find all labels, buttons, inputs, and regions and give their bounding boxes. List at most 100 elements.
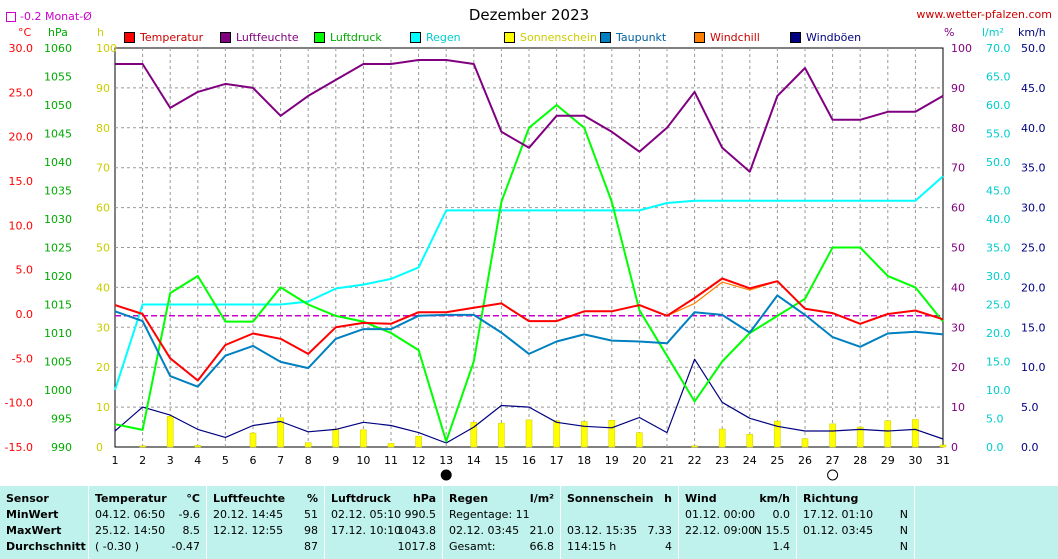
pressure-tick-label: 1020 bbox=[44, 270, 72, 283]
legend-swatch bbox=[314, 32, 325, 43]
rain-tick-label: 20.0 bbox=[986, 327, 1011, 340]
day-tick-label: 12 bbox=[412, 454, 426, 467]
stats-header: Luftfeuchte bbox=[213, 492, 286, 505]
series-line-regen bbox=[114, 175, 944, 391]
pressure-tick-label: 1040 bbox=[44, 156, 72, 169]
temperature-tick-label: -10.0 bbox=[5, 397, 33, 410]
website-link[interactable]: www.wetter-pfalzen.com bbox=[916, 8, 1052, 21]
new-moon-icon bbox=[440, 469, 452, 481]
pressure-tick-label: 1005 bbox=[44, 356, 72, 369]
stats-note: ( -0.30 ) bbox=[95, 540, 140, 553]
rain-unit: l/m² bbox=[982, 26, 1004, 39]
pressure-tick-label: 1055 bbox=[44, 71, 72, 84]
day-tick-label: 6 bbox=[250, 454, 257, 467]
stats-unit: l/m² bbox=[529, 492, 554, 505]
day-tick-label: 17 bbox=[550, 454, 564, 467]
pressure-tick-label: 995 bbox=[51, 413, 72, 426]
humidity-tick-label: 0 bbox=[951, 441, 958, 454]
stats-note: Gesamt: bbox=[449, 540, 496, 553]
day-tick-label: 2 bbox=[139, 454, 146, 467]
series-line-taupunkt bbox=[114, 294, 944, 388]
stats-value: 990.5 bbox=[404, 508, 437, 521]
stats-value: 7.33 bbox=[647, 524, 673, 537]
sunshine-bar bbox=[884, 420, 892, 448]
stats-col-sonnenschein: Sonnenschein h 03.12. 15:35 7.33 114:15 h 4 bbox=[560, 486, 678, 559]
temperature-unit: °C bbox=[18, 26, 32, 39]
day-tick-label: 20 bbox=[632, 454, 646, 467]
stats-header: Richtung bbox=[803, 492, 859, 505]
stats-value: N bbox=[899, 508, 908, 521]
legend-swatch bbox=[504, 32, 515, 43]
stats-unit: km/h bbox=[759, 492, 790, 505]
sunshine-bar bbox=[304, 442, 312, 448]
rain-tick-label: 30.0 bbox=[986, 270, 1011, 283]
stats-col-temperatur: Temperatur °C 04.12. 06:50 -9.6 25.12. 14:… bbox=[88, 486, 206, 559]
stats-col-luftdruck: Luftdruck hPa 02.12. 05:10 990.5 17.12. 10… bbox=[324, 486, 442, 559]
sunshine-tick-label: 20 bbox=[96, 361, 110, 374]
rain-tick-label: 65.0 bbox=[986, 71, 1011, 84]
stats-row-label: MaxWert bbox=[6, 524, 62, 537]
humidity-tick-label: 40 bbox=[951, 281, 965, 294]
wind-tick-label: 50.0 bbox=[1021, 42, 1046, 55]
rain-tick-label: 5.0 bbox=[986, 413, 1004, 426]
stats-header: Regen bbox=[449, 492, 489, 505]
stats-time: 02.12. 03:45 bbox=[449, 524, 520, 537]
rain-tick-label: 10.0 bbox=[986, 384, 1011, 397]
stats-value: N 15.5 bbox=[753, 524, 790, 537]
stats-note: Regentage: 11 bbox=[449, 508, 530, 521]
day-tick-label: 25 bbox=[770, 454, 784, 467]
legend-luftdruck: Luftdruck bbox=[314, 31, 382, 44]
series-line-temperatur bbox=[114, 277, 944, 382]
stats-time: 22.12. 09:00 bbox=[685, 524, 756, 537]
stats-time: 02.12. 05:10 bbox=[331, 508, 402, 521]
stats-header: Temperatur bbox=[95, 492, 167, 505]
legend-sonnenschein: Sonnenschein bbox=[504, 31, 597, 44]
sunshine-tick-label: 80 bbox=[96, 122, 110, 135]
legend-temperatur: Temperatur bbox=[124, 31, 203, 44]
day-tick-label: 22 bbox=[688, 454, 702, 467]
sunshine-tick-label: 40 bbox=[96, 281, 110, 294]
stats-value: -0.47 bbox=[171, 540, 200, 553]
stats-header: Luftdruck bbox=[331, 492, 391, 505]
legend-swatch bbox=[694, 32, 705, 43]
stats-time: 01.12. 00:00 bbox=[685, 508, 756, 521]
rain-tick-label: 40.0 bbox=[986, 213, 1011, 226]
pressure-tick-label: 1015 bbox=[44, 299, 72, 312]
sunshine-bar bbox=[470, 422, 478, 448]
pressure-tick-label: 1060 bbox=[44, 42, 72, 55]
pressure-tick-label: 1025 bbox=[44, 242, 72, 255]
legend-windchill: Windchill bbox=[694, 31, 760, 44]
stats-value: 87 bbox=[304, 540, 318, 553]
stats-header: Wind bbox=[685, 492, 717, 505]
pressure-tick-label: 1035 bbox=[44, 185, 72, 198]
stats-value: 1043.8 bbox=[397, 524, 437, 537]
day-tick-label: 16 bbox=[522, 454, 536, 467]
day-tick-label: 24 bbox=[743, 454, 757, 467]
day-tick-label: 9 bbox=[332, 454, 339, 467]
monthly-average-label: -0.2 Monat-Ø bbox=[20, 10, 92, 23]
sunshine-tick-label: 0 bbox=[96, 441, 103, 454]
stats-row-label: MinWert bbox=[6, 508, 59, 521]
stats-row-label: Durchschnitt bbox=[6, 540, 86, 553]
day-tick-label: 29 bbox=[881, 454, 895, 467]
sunshine-bar bbox=[691, 445, 698, 448]
sunshine-tick-label: 100 bbox=[96, 42, 117, 55]
stats-value: 98 bbox=[304, 524, 318, 537]
rain-tick-label: 70.0 bbox=[986, 42, 1011, 55]
stats-unit: °C bbox=[186, 492, 200, 505]
wind-unit: km/h bbox=[1018, 26, 1046, 39]
sunshine-bar bbox=[277, 417, 284, 448]
pressure-unit: hPa bbox=[48, 26, 68, 39]
day-tick-label: 23 bbox=[715, 454, 729, 467]
sunshine-tick-label: 90 bbox=[96, 82, 110, 95]
humidity-tick-label: 100 bbox=[951, 42, 972, 55]
day-tick-label: 21 bbox=[660, 454, 674, 467]
sunshine-tick-label: 30 bbox=[96, 321, 110, 334]
humidity-tick-label: 50 bbox=[951, 242, 965, 255]
day-tick-label: 5 bbox=[222, 454, 229, 467]
stats-value: 8.5 bbox=[182, 524, 201, 537]
wind-tick-label: 40.0 bbox=[1021, 122, 1046, 135]
temperature-tick-label: 5.0 bbox=[16, 264, 34, 277]
sunshine-unit: h bbox=[97, 26, 104, 39]
legend-luftfeuchte: Luftfeuchte bbox=[220, 31, 299, 44]
